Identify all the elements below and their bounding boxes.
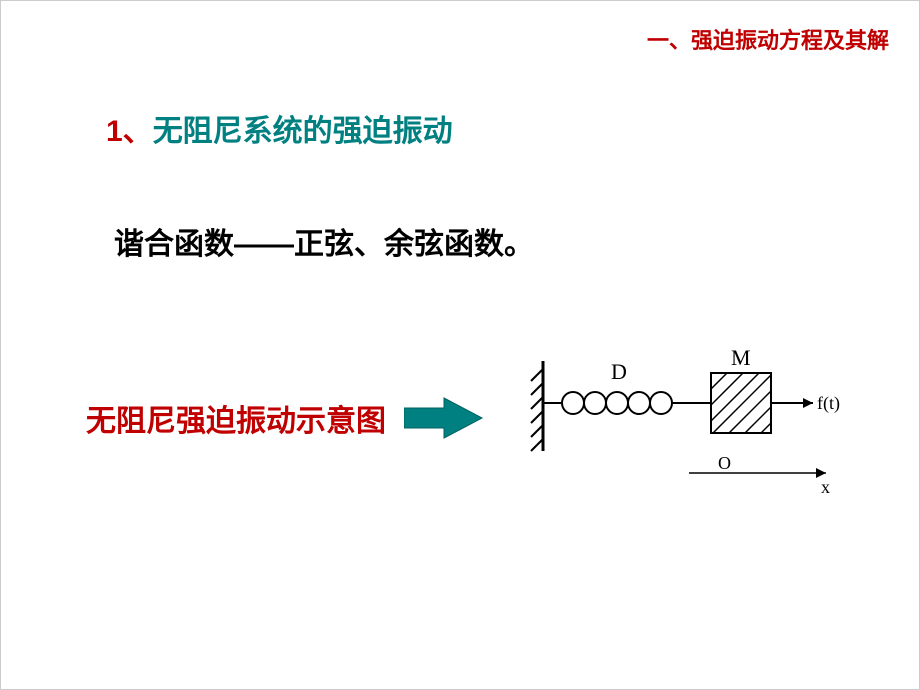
axis-label: x xyxy=(821,477,830,497)
spring-label: D xyxy=(611,359,627,384)
force-label: f(t) xyxy=(817,393,840,414)
header-title: 一、强迫振动方程及其解 xyxy=(647,23,889,55)
caption-text: 无阻尼强迫振动示意图 xyxy=(86,396,386,440)
caption-row: 无阻尼强迫振动示意图 xyxy=(86,396,484,440)
mass-label: M xyxy=(731,345,751,370)
origin-label: O xyxy=(718,453,731,473)
section-title: 无阻尼系统的强迫振动 xyxy=(153,115,453,148)
section-heading: 1、无阻尼系统的强迫振动 xyxy=(106,106,453,150)
section-number: 1、 xyxy=(106,115,153,148)
body-text: 谐合函数——正弦、余弦函数。 xyxy=(114,219,534,263)
spring-mass-diagram: D M f(t) O x xyxy=(521,341,881,501)
arrow-right-icon xyxy=(404,396,484,440)
